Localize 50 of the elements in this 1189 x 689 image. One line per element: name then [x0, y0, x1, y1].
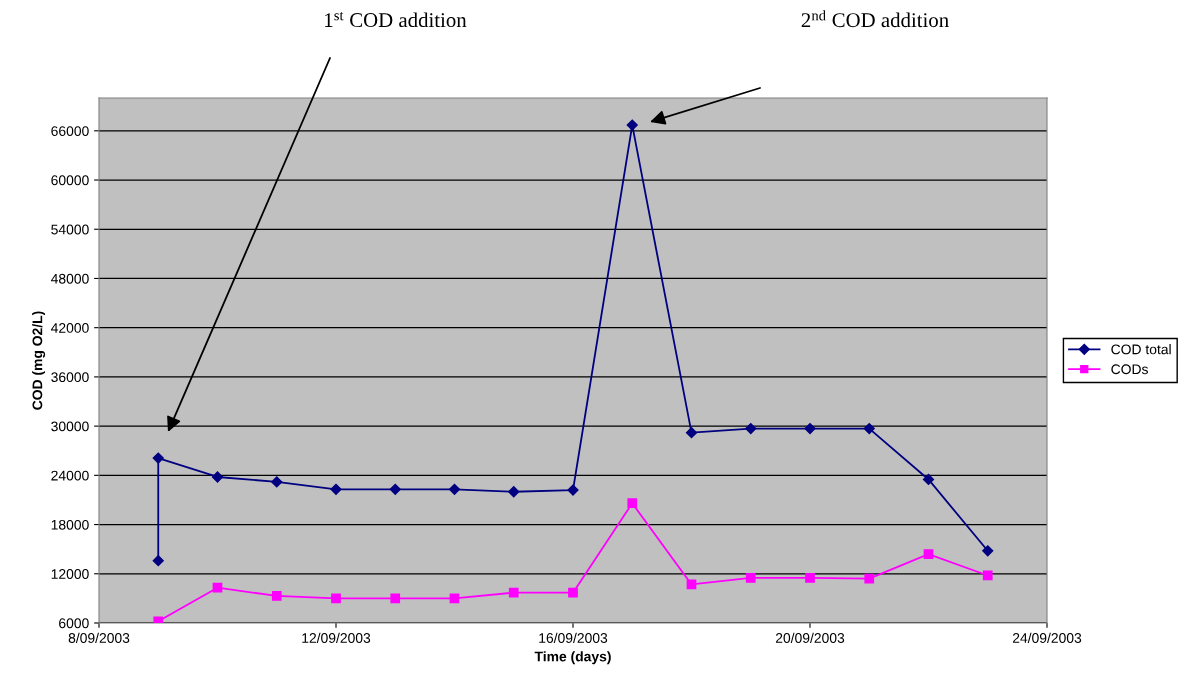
point — [922, 473, 935, 486]
y-tick-label: 54000 — [51, 224, 89, 235]
legend-label: COD total — [1111, 344, 1171, 355]
y-tick-label: 60000 — [51, 175, 89, 186]
point — [390, 593, 401, 604]
legend-label: CODs — [1111, 364, 1148, 375]
x-tick-label: 20/09/2003 — [775, 632, 845, 643]
y-tick-label: 36000 — [51, 372, 89, 383]
point — [685, 427, 698, 439]
point — [212, 582, 223, 593]
text: 2$^{nd}$ COD addition — [801, 10, 949, 28]
point — [567, 484, 579, 496]
y-tick-label: 6000 — [59, 618, 89, 629]
point — [923, 549, 934, 559]
point — [508, 587, 519, 598]
x-tick-label: 12/09/2003 — [302, 632, 371, 643]
point — [389, 483, 401, 495]
x-tick-label: 16/09/2003 — [539, 632, 608, 643]
x-tick-label: 8/09/2003 — [68, 632, 130, 643]
point — [211, 471, 224, 483]
point — [448, 483, 461, 495]
point — [152, 452, 164, 464]
point — [864, 573, 875, 584]
point — [152, 555, 164, 567]
x-tick-label: 24/09/2003 — [1012, 632, 1082, 643]
y-tick-label: 42000 — [50, 323, 89, 333]
point — [982, 570, 993, 581]
point — [271, 476, 283, 488]
point — [331, 593, 341, 604]
y-axis-title: COD (mg O2/L) — [32, 311, 46, 410]
point — [804, 422, 816, 435]
point — [805, 573, 815, 583]
point — [568, 587, 578, 598]
y-tick-label: 12000 — [51, 569, 89, 579]
point — [626, 119, 638, 131]
point — [745, 573, 756, 583]
x-axis-title: Time (days) — [534, 651, 611, 665]
point — [863, 422, 875, 435]
point — [508, 486, 520, 498]
y-tick-label: 48000 — [50, 273, 89, 284]
point — [745, 422, 757, 435]
point — [627, 498, 638, 509]
text: 1$^{st}$ COD addition — [325, 12, 467, 28]
y-tick-label: 30000 — [51, 421, 89, 432]
y-tick-label: 18000 — [51, 519, 89, 530]
point — [271, 591, 282, 601]
point — [330, 483, 342, 495]
y-tick-label: 24000 — [51, 470, 89, 481]
y-tick-label: 66000 — [51, 126, 89, 136]
point — [982, 545, 994, 557]
